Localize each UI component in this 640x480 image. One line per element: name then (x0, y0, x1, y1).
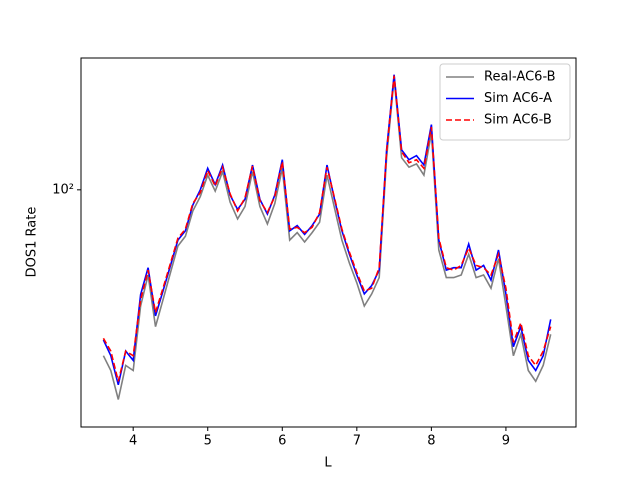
x-tick-label: 8 (427, 434, 435, 449)
legend-label: Sim AC6-A (484, 91, 552, 106)
x-tick-label: 5 (204, 434, 212, 449)
series-line (102, 75, 552, 382)
x-tick-label: 9 (502, 434, 510, 449)
series-line (102, 78, 552, 400)
y-tick-label: 10² (52, 182, 74, 197)
y-axis-label: DOS1 Rate (25, 207, 40, 278)
x-tick-label: 7 (353, 434, 361, 449)
legend-label: Real-AC6-B (484, 70, 556, 85)
x-tick-label: 6 (278, 434, 286, 449)
x-axis-label: L (324, 456, 332, 471)
legend-box (439, 63, 571, 141)
x-tick-label: 4 (129, 434, 137, 449)
legend-label: Sim AC6-B (484, 113, 552, 128)
plot-frame (80, 57, 577, 428)
